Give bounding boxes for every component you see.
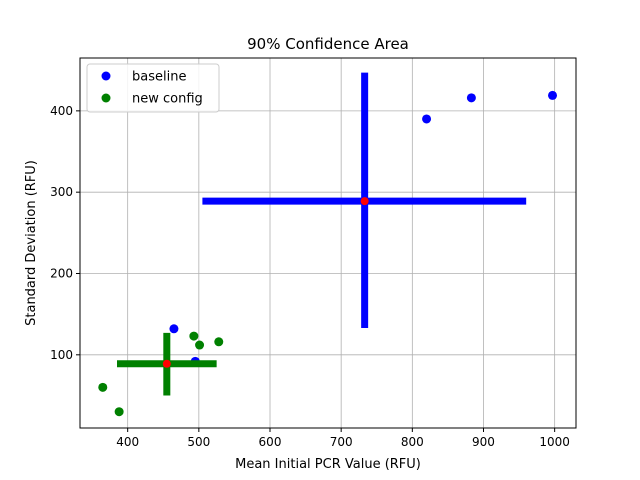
y-axis-label: Standard Deviation (RFU) <box>24 160 39 326</box>
y-tick-label: 300 <box>50 185 73 199</box>
series-1-center-point <box>162 359 171 368</box>
y-tick-label: 400 <box>50 104 73 118</box>
x-tick-label: 1000 <box>539 435 570 449</box>
grid <box>80 58 576 428</box>
x-axis-label: Mean Initial PCR Value (RFU) <box>235 457 421 472</box>
legend-marker-0 <box>101 71 111 81</box>
axes-frame <box>79 57 577 429</box>
x-tick-label: 600 <box>259 435 282 449</box>
series-0-point <box>422 114 432 124</box>
series-1-point <box>195 340 205 350</box>
legend: baseline new config <box>86 63 220 113</box>
x-tick-label: 900 <box>472 435 495 449</box>
series-1-point <box>214 337 224 347</box>
x-tick-label: 400 <box>116 435 139 449</box>
chart-title: 90% Confidence Area <box>247 35 409 53</box>
legend-label-0: baseline <box>132 70 186 85</box>
y-tick-label: 200 <box>50 266 73 280</box>
x-tick-label: 700 <box>330 435 353 449</box>
legend-label-1: new config <box>132 92 203 107</box>
series-0-point <box>169 324 179 334</box>
x-tick-label: 800 <box>401 435 424 449</box>
series-0-center-point <box>360 197 369 206</box>
legend-marker-1 <box>101 93 111 103</box>
series-0-point <box>548 90 558 100</box>
x-tick-label: 500 <box>187 435 210 449</box>
y-tick-label: 100 <box>50 348 73 362</box>
axis-ticks: 400 500 600 700 800 900 1000 100 200 300 400 <box>50 104 570 449</box>
series-1-point <box>98 382 108 392</box>
series-1-point <box>189 331 199 341</box>
series-0-point <box>466 93 476 103</box>
legend-box <box>86 63 220 113</box>
plot-marks <box>98 72 558 417</box>
series-1-point <box>114 407 124 417</box>
